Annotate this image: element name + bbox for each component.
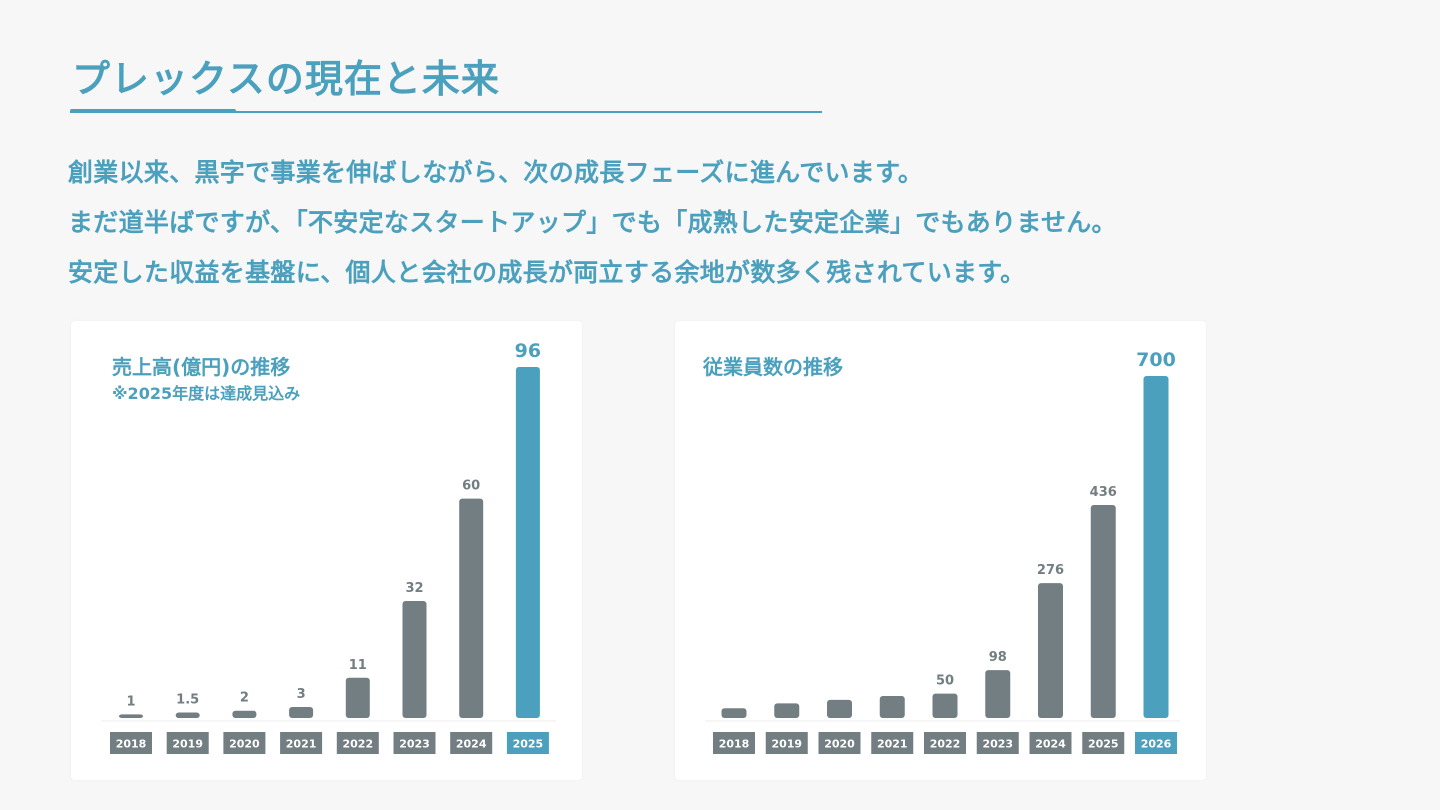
bar-2020 (232, 710, 257, 718)
data-label-2022: 11 (349, 658, 367, 673)
year-tag-2023 (976, 732, 1019, 754)
bar-2021 (289, 707, 314, 718)
bar-2019 (175, 712, 200, 718)
intro-line: まだ道半ばですが、「不安定なスタートアップ」でも「成熟した安定企業」でもありませ… (68, 208, 1117, 237)
tick-label-2018: 2018 (719, 738, 750, 751)
title-underline (70, 111, 822, 113)
year-tag-2021 (280, 732, 323, 754)
bar-2018 (721, 708, 747, 718)
bar-2022 (345, 677, 370, 718)
data-label-2018: 1 (126, 694, 135, 709)
year-tag-2026 (1135, 732, 1177, 754)
tick-label-2020: 2020 (229, 738, 260, 751)
year-tag-2021 (871, 732, 914, 754)
bar-2019 (774, 703, 800, 718)
bar-2018 (119, 714, 143, 718)
intro-line: 安定した収益を基盤に、個人と会社の成長が両立する余地が数多く残されています。 (68, 258, 1026, 287)
tick-label-2019: 2019 (172, 738, 203, 751)
data-label-2022: 50 (936, 674, 954, 689)
year-tag-2025 (1082, 732, 1125, 754)
revenue-chart-panel: 売上高(億円)の推移 ※2025年度は達成見込み 1 2018 1.5 2019 2 20… (71, 321, 582, 780)
year-tag-2024 (1029, 732, 1072, 754)
data-label-2026: 700 (1136, 349, 1176, 371)
data-label-2023: 98 (989, 650, 1007, 665)
year-tag-2018 (110, 732, 152, 754)
year-tag-2020 (223, 732, 266, 754)
year-tag-2019 (765, 732, 808, 754)
employee-bar-chart: 2018 2019 2020 2021 50 2022 98 2023 276 2024 436 20… (705, 349, 1180, 754)
bar-2025 (1090, 504, 1116, 718)
bar-2023 (402, 601, 427, 718)
revenue-bar-chart: 1 2018 1.5 2019 2 2020 3 2021 11 2022 32 2023 60 2024… (101, 340, 556, 754)
intro-text: 創業以来、黒字で事業を伸ばしながら、次の成長フェーズに進んでいます。 まだ道半ば… (68, 148, 1368, 298)
tick-label-2020: 2020 (824, 738, 855, 751)
employee-chart-title: 従業員数の推移 (703, 355, 843, 379)
bar-2025 (515, 367, 540, 718)
employee-chart-panel: 従業員数の推移 2018 2019 2020 2021 50 2022 98 2023 276 2… (675, 321, 1206, 780)
title-underline-accent (70, 109, 236, 113)
tick-label-2026: 2026 (1141, 738, 1172, 751)
bar-2024 (459, 498, 484, 718)
bar-2021 (879, 696, 905, 718)
year-tag-2020 (818, 732, 861, 754)
tick-label-2023: 2023 (399, 738, 430, 751)
year-tag-2022 (336, 732, 379, 754)
tick-label-2024: 2024 (456, 738, 487, 751)
data-label-2023: 32 (405, 581, 423, 596)
year-tag-2023 (393, 732, 436, 754)
year-tag-2019 (166, 732, 209, 754)
year-tag-2024 (450, 732, 493, 754)
tick-label-2025: 2025 (513, 738, 544, 751)
data-label-2025: 436 (1090, 485, 1117, 500)
data-label-2025: 96 (515, 340, 541, 362)
data-label-2019: 1.5 (176, 693, 199, 708)
page-title: プレックスの現在と未来 (72, 57, 500, 101)
tick-label-2023: 2023 (982, 738, 1013, 751)
tick-label-2018: 2018 (116, 738, 147, 751)
tick-label-2021: 2021 (286, 738, 317, 751)
revenue-chart-note: ※2025年度は達成見込み (112, 384, 301, 403)
bar-2026 (1143, 376, 1169, 718)
bar-2020 (827, 699, 852, 718)
tick-label-2022: 2022 (930, 738, 961, 751)
year-tag-2025 (506, 732, 549, 754)
bar-2022 (932, 693, 958, 718)
year-tag-2022 (924, 732, 966, 754)
tick-label-2025: 2025 (1088, 738, 1119, 751)
bar-2024 (1038, 583, 1063, 718)
tick-label-2022: 2022 (342, 738, 373, 751)
data-label-2021: 3 (297, 687, 306, 702)
year-tag-2018 (713, 732, 755, 754)
tick-label-2024: 2024 (1035, 738, 1066, 751)
tick-label-2019: 2019 (771, 738, 802, 751)
tick-label-2021: 2021 (877, 738, 908, 751)
data-label-2024: 60 (462, 479, 480, 494)
data-label-2020: 2 (240, 691, 249, 706)
data-label-2024: 276 (1037, 563, 1064, 578)
revenue-chart-title: 売上高(億円)の推移 (112, 355, 291, 379)
bar-2023 (985, 670, 1011, 718)
intro-line: 創業以来、黒字で事業を伸ばしながら、次の成長フェーズに進んでいます。 (68, 158, 924, 187)
